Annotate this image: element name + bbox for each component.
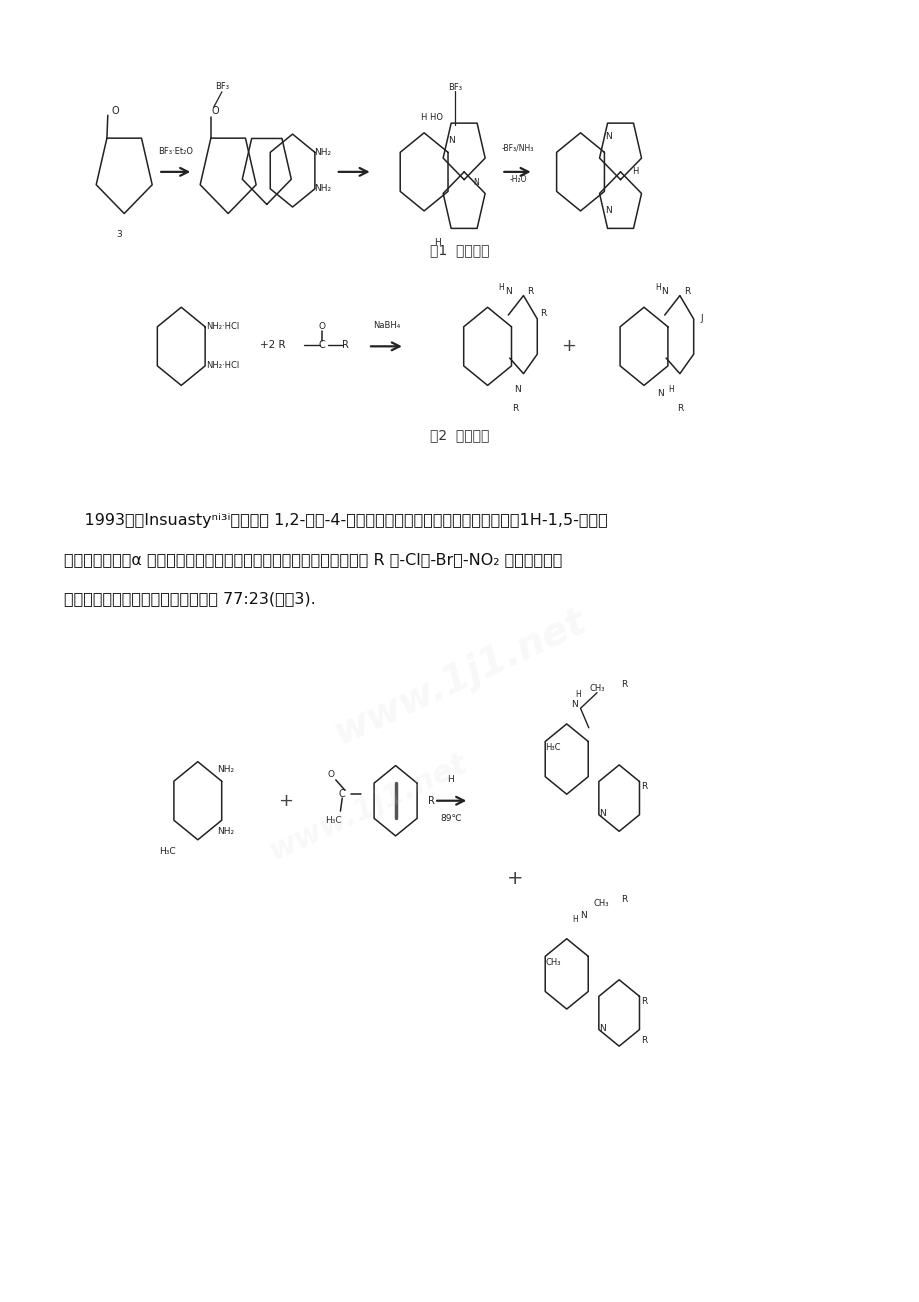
Text: BF₃·Et₂O: BF₃·Et₂O <box>158 147 193 155</box>
Text: O: O <box>318 323 325 331</box>
Text: www.1j1.net: www.1j1.net <box>264 749 471 866</box>
Text: N: N <box>473 178 479 186</box>
Text: C: C <box>338 789 346 799</box>
Text: NH₂·HCl: NH₂·HCl <box>206 323 239 331</box>
Text: H: H <box>574 690 580 699</box>
Text: +2 R: +2 R <box>260 340 286 350</box>
Text: H₃C: H₃C <box>324 816 341 824</box>
Text: BF₃: BF₃ <box>448 83 462 91</box>
Text: R: R <box>527 288 533 296</box>
Text: NH₂: NH₂ <box>314 185 331 193</box>
Text: R: R <box>512 405 517 413</box>
Text: N: N <box>604 207 611 215</box>
Text: R: R <box>427 796 435 806</box>
Text: 图1  反应式一: 图1 反应式一 <box>430 243 489 256</box>
Text: C: C <box>318 340 325 350</box>
Text: R: R <box>676 405 682 413</box>
Text: N: N <box>598 1025 606 1032</box>
Text: H₃C: H₃C <box>159 848 176 855</box>
Text: R: R <box>683 288 689 296</box>
Text: CH₃: CH₃ <box>593 900 608 907</box>
Text: 3: 3 <box>117 230 122 238</box>
Text: H: H <box>632 168 638 176</box>
Text: H HO: H HO <box>421 113 443 121</box>
Text: N: N <box>579 911 586 919</box>
Text: O: O <box>327 771 335 779</box>
Text: NH₂: NH₂ <box>217 766 233 773</box>
Text: -H₂O: -H₂O <box>508 176 527 184</box>
Text: R: R <box>342 340 349 350</box>
Text: H: H <box>572 915 577 923</box>
Text: 氮杂卡；若酓的α 位有活泼的甲基或亚甲基时对该反应更有利，并且当 R 为-Cl，-Br，-NO₂ 时，产率相对: 氮杂卡；若酓的α 位有活泼的甲基或亚甲基时对该反应更有利，并且当 R 为-Cl，… <box>64 552 562 568</box>
Text: H: H <box>434 238 441 246</box>
Text: www.1j1.net: www.1j1.net <box>327 602 592 753</box>
Text: N: N <box>598 810 606 818</box>
Text: CH₃: CH₃ <box>589 685 604 693</box>
Text: H: H <box>498 284 504 292</box>
Text: N: N <box>656 389 664 397</box>
Text: NH₂·HCl: NH₂·HCl <box>206 362 239 370</box>
Text: -BF₃/NH₃: -BF₃/NH₃ <box>501 145 534 152</box>
Text: N: N <box>514 385 521 393</box>
Text: O: O <box>211 107 219 116</box>
Text: 1993年，Insuastyⁿⁱ³ⁱ等报道用 1,2-二胺-4-甲基苯与苯乙醇在硫酸的催化下，得到了1H-1,5-苯并二: 1993年，Insuastyⁿⁱ³ⁱ等报道用 1,2-二胺-4-甲基苯与苯乙醇在… <box>64 513 607 529</box>
Text: H: H <box>447 776 454 784</box>
Text: +: + <box>278 792 292 810</box>
Text: J: J <box>700 315 702 323</box>
Text: N: N <box>448 137 455 145</box>
Text: BF₃: BF₃ <box>215 82 229 91</box>
Text: 图2  反应式二: 图2 反应式二 <box>430 428 489 441</box>
Text: H₃C: H₃C <box>545 743 560 751</box>
Text: NH₂: NH₂ <box>217 828 233 836</box>
Text: CH₃: CH₃ <box>545 958 560 966</box>
Text: R: R <box>621 681 627 689</box>
Text: H: H <box>654 284 660 292</box>
Text: O: O <box>111 105 119 116</box>
Text: N: N <box>571 700 578 708</box>
Text: R: R <box>641 783 646 790</box>
Text: N: N <box>661 288 667 296</box>
Text: R: R <box>621 896 627 904</box>
Text: +: + <box>561 337 575 355</box>
Text: R: R <box>641 1036 646 1044</box>
Text: N: N <box>505 288 511 296</box>
Text: 89℃: 89℃ <box>439 815 461 823</box>
Text: R: R <box>641 997 646 1005</box>
Text: N: N <box>604 133 611 141</box>
Text: 较高，其产物为两种异构体，比率为 77:23(见图3).: 较高，其产物为两种异构体，比率为 77:23(见图3). <box>64 591 316 607</box>
Text: +: + <box>506 870 523 888</box>
Text: NaBH₄: NaBH₄ <box>372 322 400 329</box>
Text: R: R <box>539 309 545 318</box>
Text: NH₂: NH₂ <box>314 148 331 156</box>
Text: H: H <box>668 385 674 393</box>
